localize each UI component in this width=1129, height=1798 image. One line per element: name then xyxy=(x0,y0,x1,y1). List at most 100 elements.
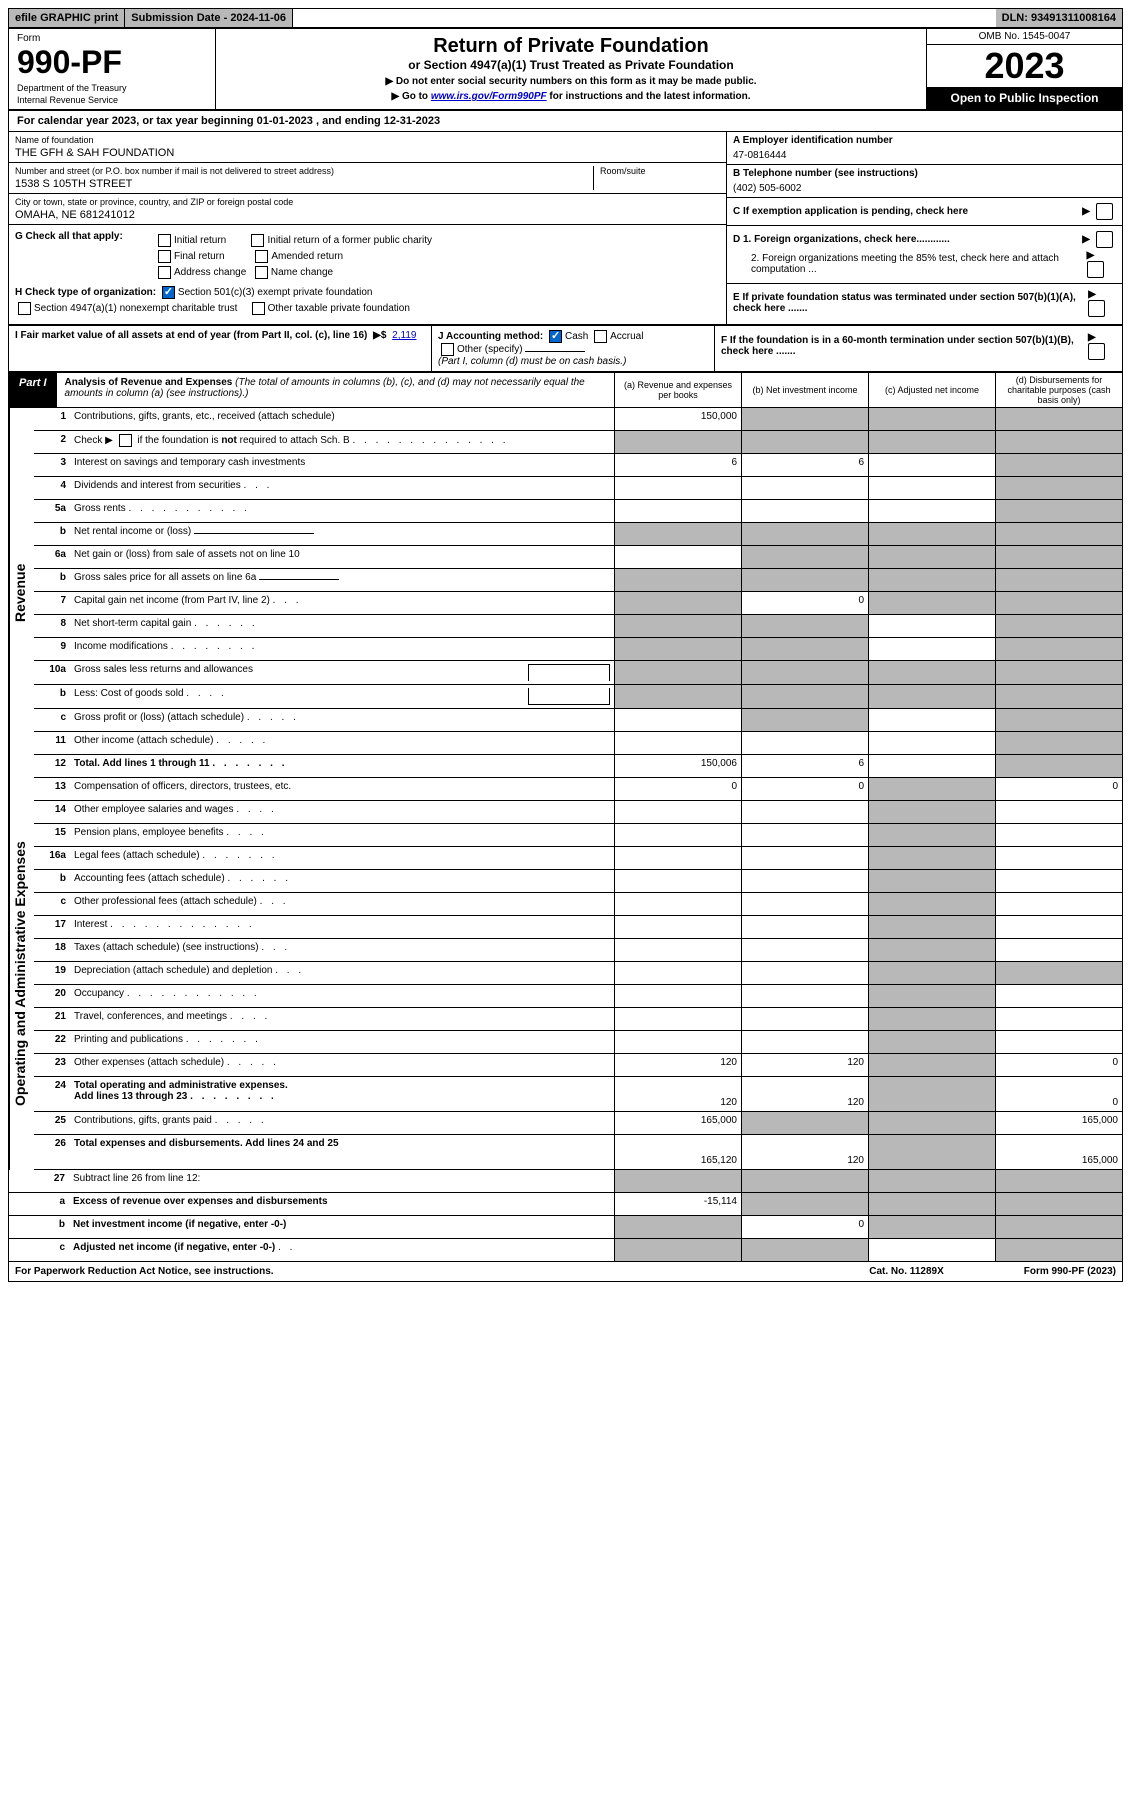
accrual-checkbox[interactable] xyxy=(594,330,607,343)
calendar-year-line: For calendar year 2023, or tax year begi… xyxy=(9,111,1122,132)
dept-irs: Internal Revenue Service xyxy=(17,95,207,105)
form-ref: Form 990-PF (2023) xyxy=(1024,1266,1116,1277)
g-opt-3: Initial return of a former public charit… xyxy=(267,235,432,246)
phone: (402) 505-6002 xyxy=(733,179,1116,194)
form-number: 990-PF xyxy=(17,44,207,81)
h-opt-2: Section 4947(a)(1) nonexempt charitable … xyxy=(34,303,237,314)
fmv-value[interactable]: 2,119 xyxy=(392,330,416,341)
4947-checkbox[interactable] xyxy=(18,302,31,315)
form-link[interactable]: www.irs.gov/Form990PF xyxy=(431,91,547,102)
j-label: J Accounting method: xyxy=(438,331,543,342)
d2-checkbox[interactable] xyxy=(1087,261,1104,278)
expenses-label: Operating and Administrative Expenses xyxy=(9,778,34,1170)
col-a-header: (a) Revenue and expenses per books xyxy=(614,373,741,407)
street-address: 1538 S 105TH STREET xyxy=(15,176,593,190)
initial-former-checkbox[interactable] xyxy=(251,234,264,247)
j-cell: J Accounting method: Cash Accrual Other … xyxy=(432,326,715,371)
other-taxable-checkbox[interactable] xyxy=(252,302,265,315)
col-c-header: (c) Adjusted net income xyxy=(868,373,995,407)
form-header: Form 990-PF Department of the Treasury I… xyxy=(9,29,1122,111)
part1-title: Analysis of Revenue and Expenses xyxy=(65,377,233,388)
footer: For Paperwork Reduction Act Notice, see … xyxy=(9,1261,1122,1281)
form-990pf: efile GRAPHIC print Submission Date - 20… xyxy=(8,8,1123,1282)
revenue-section: Revenue 1Contributions, gifts, grants, e… xyxy=(9,408,1122,778)
city-cell: City or town, state or province, country… xyxy=(9,194,726,224)
other-method-checkbox[interactable] xyxy=(441,343,454,356)
address-change-checkbox[interactable] xyxy=(158,266,171,279)
info-section: Name of foundation THE GFH & SAH FOUNDAT… xyxy=(9,132,1122,326)
catalog-number: Cat. No. 11289X xyxy=(869,1266,943,1277)
paperwork-notice: For Paperwork Reduction Act Notice, see … xyxy=(15,1266,274,1277)
hij-section: I Fair market value of all assets at end… xyxy=(9,326,1122,373)
header-left: Form 990-PF Department of the Treasury I… xyxy=(9,29,216,109)
h-opt-1: Section 501(c)(3) exempt private foundat… xyxy=(178,287,373,298)
form-word: Form xyxy=(17,33,207,44)
dept-treasury: Department of the Treasury xyxy=(17,83,207,93)
submission-date: Submission Date - 2024-11-06 xyxy=(125,9,293,27)
name-label: Name of foundation xyxy=(15,135,720,145)
a-cell: A Employer identification number 47-0816… xyxy=(727,132,1122,165)
j-cash: Cash xyxy=(565,331,588,342)
part1-header: Part I Analysis of Revenue and Expenses … xyxy=(9,373,1122,408)
header-center: Return of Private Foundation or Section … xyxy=(216,29,926,109)
expenses-section: Operating and Administrative Expenses 13… xyxy=(9,778,1122,1170)
g-opt-0: Initial return xyxy=(174,235,226,246)
g-opt-2: Address change xyxy=(174,267,246,278)
info-right: A Employer identification number 47-0816… xyxy=(726,132,1122,324)
main-title: Return of Private Foundation xyxy=(222,35,920,58)
g-opt-4: Amended return xyxy=(271,251,343,262)
header-right: OMB No. 1545-0047 2023 Open to Public In… xyxy=(926,29,1122,109)
g-section: G Check all that apply: Initial return I… xyxy=(9,224,726,324)
h-label: H Check type of organization: xyxy=(15,287,156,298)
part1-title-cell: Analysis of Revenue and Expenses (The to… xyxy=(57,373,614,407)
c-label: C If exemption application is pending, c… xyxy=(733,206,968,217)
d1-checkbox[interactable] xyxy=(1096,231,1113,248)
addr-label: Number and street (or P.O. box number if… xyxy=(15,166,593,176)
col-d-header: (d) Disbursements for charitable purpose… xyxy=(995,373,1122,407)
foundation-name: THE GFH & SAH FOUNDATION xyxy=(15,145,720,159)
b-cell: B Telephone number (see instructions) (4… xyxy=(727,165,1122,198)
omb-number: OMB No. 1545-0047 xyxy=(927,29,1122,45)
e-checkbox[interactable] xyxy=(1088,300,1105,317)
city-label: City or town, state or province, country… xyxy=(15,197,720,207)
instr2-post: for instructions and the latest informat… xyxy=(547,91,751,102)
f-cell: F If the foundation is in a 60-month ter… xyxy=(715,326,1122,371)
col-b-header: (b) Net investment income xyxy=(741,373,868,407)
top-bar: efile GRAPHIC print Submission Date - 20… xyxy=(9,9,1122,29)
h-opt-3: Other taxable private foundation xyxy=(268,303,410,314)
dln: DLN: 93491311008164 xyxy=(996,9,1122,27)
info-left: Name of foundation THE GFH & SAH FOUNDAT… xyxy=(9,132,726,324)
501c3-checkbox[interactable] xyxy=(162,286,175,299)
f-checkbox[interactable] xyxy=(1088,343,1105,360)
revenue-label: Revenue xyxy=(9,408,34,778)
c-checkbox[interactable] xyxy=(1096,203,1113,220)
d-cell: D 1. Foreign organizations, check here..… xyxy=(727,226,1122,284)
g-opt-1: Final return xyxy=(174,251,225,262)
city-state-zip: OMAHA, NE 681241012 xyxy=(15,207,720,221)
sub-title: or Section 4947(a)(1) Trust Treated as P… xyxy=(222,58,920,72)
g-label: G Check all that apply: xyxy=(15,231,155,282)
instr-2: ▶ Go to www.irs.gov/Form990PF for instru… xyxy=(222,91,920,102)
final-return-checkbox[interactable] xyxy=(158,250,171,263)
f-label: F If the foundation is in a 60-month ter… xyxy=(721,335,1085,357)
j-note: (Part I, column (d) must be on cash basi… xyxy=(438,356,626,367)
i-label: I Fair market value of all assets at end… xyxy=(15,330,367,341)
sch-b-checkbox[interactable] xyxy=(119,434,132,447)
addr-cell: Number and street (or P.O. box number if… xyxy=(9,163,726,194)
efile-label: efile GRAPHIC print xyxy=(9,9,125,27)
b-label: B Telephone number (see instructions) xyxy=(733,168,1116,179)
amended-checkbox[interactable] xyxy=(255,250,268,263)
g-opt-5: Name change xyxy=(271,267,333,278)
open-public: Open to Public Inspection xyxy=(927,87,1122,109)
tax-year: 2023 xyxy=(927,45,1122,87)
d1-label: D 1. Foreign organizations, check here..… xyxy=(733,234,950,245)
initial-return-checkbox[interactable] xyxy=(158,234,171,247)
cash-checkbox[interactable] xyxy=(549,330,562,343)
part1-label: Part I xyxy=(9,373,57,407)
e-label: E If private foundation status was termi… xyxy=(733,292,1085,314)
c-cell: C If exemption application is pending, c… xyxy=(727,198,1122,226)
ein: 47-0816444 xyxy=(733,146,1116,161)
name-change-checkbox[interactable] xyxy=(255,266,268,279)
column-headers: (a) Revenue and expenses per books (b) N… xyxy=(614,373,1122,407)
e-cell: E If private foundation status was termi… xyxy=(727,284,1122,322)
